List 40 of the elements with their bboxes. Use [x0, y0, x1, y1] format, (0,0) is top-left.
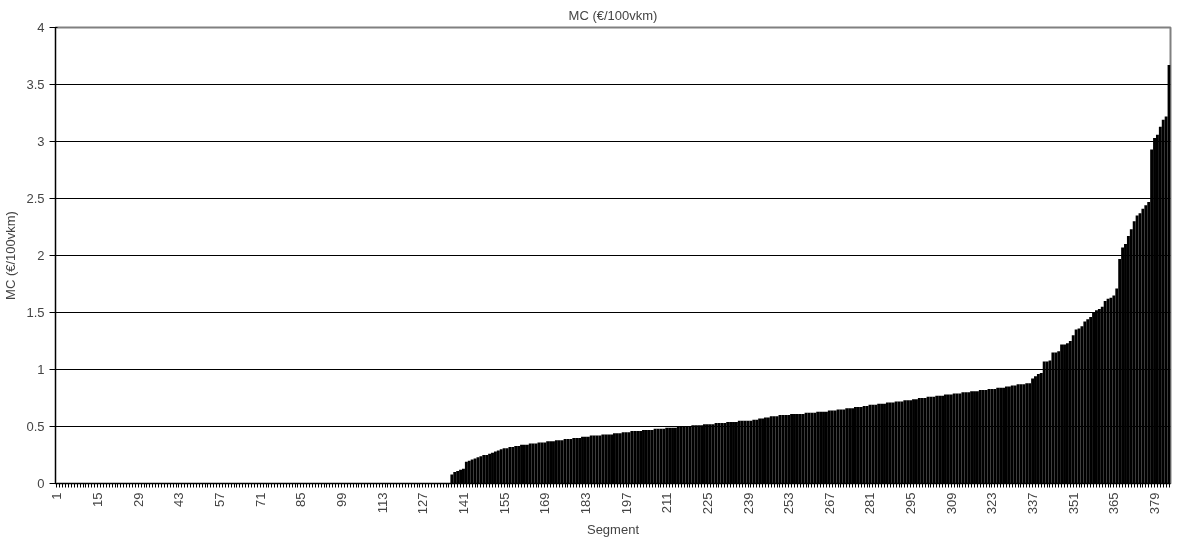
y-tick-label: 0.5 — [26, 419, 45, 434]
x-tick-label: 295 — [903, 492, 919, 515]
x-tick-label: 169 — [537, 492, 553, 515]
x-tick-label: 351 — [1065, 492, 1081, 515]
x-tick-label: 225 — [699, 492, 715, 515]
x-tick-label: 197 — [618, 492, 634, 515]
y-tick-label: 0 — [37, 476, 45, 491]
x-tick-label: 29 — [130, 492, 146, 507]
x-tick-label: 99 — [334, 492, 350, 507]
x-tick-label: 337 — [1025, 492, 1041, 515]
chart-title: MC (€/100vkm) — [568, 7, 658, 23]
y-tick-label: 2.5 — [26, 191, 45, 206]
y-tick-label: 3 — [37, 134, 45, 149]
x-tick-label: 323 — [984, 492, 1000, 515]
x-tick-label: 239 — [740, 492, 756, 515]
x-tick-label: 253 — [781, 492, 797, 515]
x-tick-label: 43 — [171, 492, 187, 507]
y-tick-label: 1.5 — [26, 305, 45, 320]
x-tick-label: 211 — [659, 492, 675, 514]
x-tick-label: 85 — [293, 492, 309, 507]
x-tick-label: 379 — [1147, 492, 1163, 515]
x-tick-label: 15 — [90, 492, 106, 507]
x-tick-label: 141 — [455, 492, 471, 515]
y-tick-label: 4 — [37, 20, 45, 35]
x-tick-label: 155 — [496, 492, 512, 515]
x-tick-label: 57 — [212, 492, 228, 507]
x-tick-label: 309 — [943, 492, 959, 515]
y-tick-label: 3.5 — [26, 77, 45, 92]
x-tick-label: 267 — [821, 492, 837, 515]
y-axis-title: MC (€/100vkm) — [3, 211, 19, 300]
x-tick-label: 127 — [415, 492, 431, 515]
x-tick-label: 183 — [577, 492, 593, 515]
x-tick-label: 113 — [374, 492, 390, 514]
x-axis-title: Segment — [586, 522, 640, 538]
x-tick-label: 1 — [49, 492, 65, 500]
y-tick-label: 1 — [37, 362, 45, 377]
y-tick-label: 2 — [37, 248, 45, 263]
x-tick-label: 365 — [1106, 492, 1122, 515]
x-tick-label: 71 — [252, 492, 268, 507]
x-tick-label: 281 — [862, 492, 878, 515]
